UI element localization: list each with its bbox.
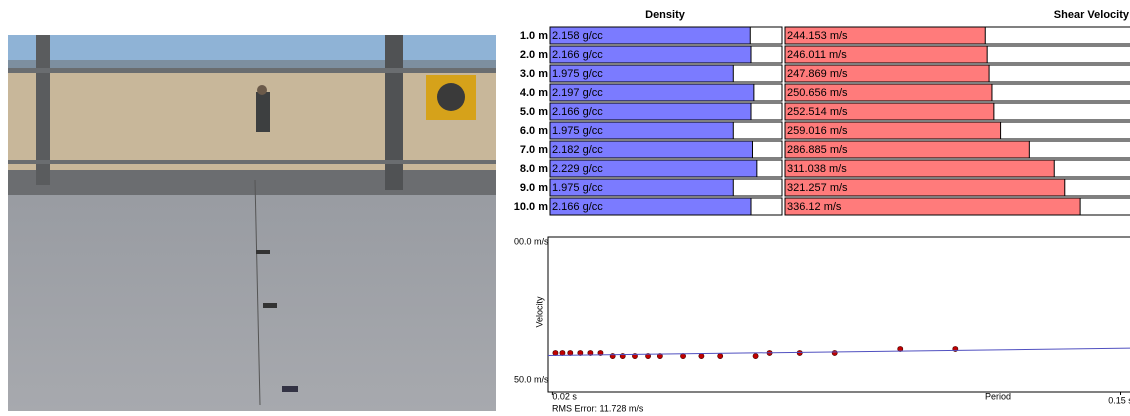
bar-value-label: 2.182 g/cc xyxy=(552,144,603,156)
bar-value-label: 2.166 g/cc xyxy=(552,49,603,61)
screen: Density Shear Velocity 00.0 m/s 50.0 m/s… xyxy=(0,0,1130,416)
bar-value-label: 336.12 m/s xyxy=(787,201,842,213)
depth-label: 7.0 m xyxy=(520,144,548,156)
bar-value-label: 2.158 g/cc xyxy=(552,30,603,42)
bar-value-label: 244.153 m/s xyxy=(787,30,848,42)
bar-value-label: 321.257 m/s xyxy=(787,182,848,194)
bar-value-label: 1.975 g/cc xyxy=(552,68,603,80)
y-bottom-label: 50.0 m/s xyxy=(514,374,549,384)
bar-value-label: 2.166 g/cc xyxy=(552,106,603,118)
x-axis-title: Period xyxy=(985,391,1011,401)
depth-label: 5.0 m xyxy=(520,106,548,118)
velocity-header: Shear Velocity xyxy=(1054,9,1130,21)
bar-value-label: 247.869 m/s xyxy=(787,68,848,80)
bar-value-label: 2.229 g/cc xyxy=(552,163,603,175)
depth-label: 6.0 m xyxy=(520,125,548,137)
depth-label: 8.0 m xyxy=(520,163,548,175)
y-axis-title: Velocity xyxy=(534,296,544,328)
data-point xyxy=(553,350,558,355)
data-point xyxy=(832,350,837,355)
camera-photo xyxy=(8,35,496,411)
depth-label: 9.0 m xyxy=(520,182,548,194)
x-tick-label: 0.02 s xyxy=(552,391,577,401)
bar-value-label: 250.656 m/s xyxy=(787,87,848,99)
bar-value-label: 259.016 m/s xyxy=(787,125,848,137)
depth-label: 4.0 m xyxy=(520,87,548,99)
depth-label: 2.0 m xyxy=(520,49,548,61)
bar-value-label: 1.975 g/cc xyxy=(552,182,603,194)
data-point xyxy=(699,353,704,358)
density-header: Density xyxy=(645,9,686,21)
depth-label: 3.0 m xyxy=(520,68,548,80)
bar-value-label: 311.038 m/s xyxy=(787,163,847,175)
data-point xyxy=(718,353,723,358)
plot-frame xyxy=(548,237,1130,392)
bar-value-label: 1.975 g/cc xyxy=(552,125,603,137)
depth-label: 1.0 m xyxy=(520,30,548,42)
bar-value-label: 252.514 m/s xyxy=(787,106,848,118)
bar-value-label: 246.011 m/s xyxy=(787,49,847,61)
x-tick-label: 0.15 s xyxy=(1108,395,1130,405)
depth-label: 10.0 m xyxy=(514,201,548,213)
y-top-label: 00.0 m/s xyxy=(514,236,549,246)
bar-value-label: 2.197 g/cc xyxy=(552,87,603,99)
bar-value-label: 2.166 g/cc xyxy=(552,201,603,213)
bar-value-label: 286.885 m/s xyxy=(787,144,848,156)
data-point xyxy=(560,350,565,355)
rms-error: RMS Error: 11.728 m/s xyxy=(552,403,644,413)
data-point xyxy=(753,353,758,358)
data-point xyxy=(797,350,802,355)
